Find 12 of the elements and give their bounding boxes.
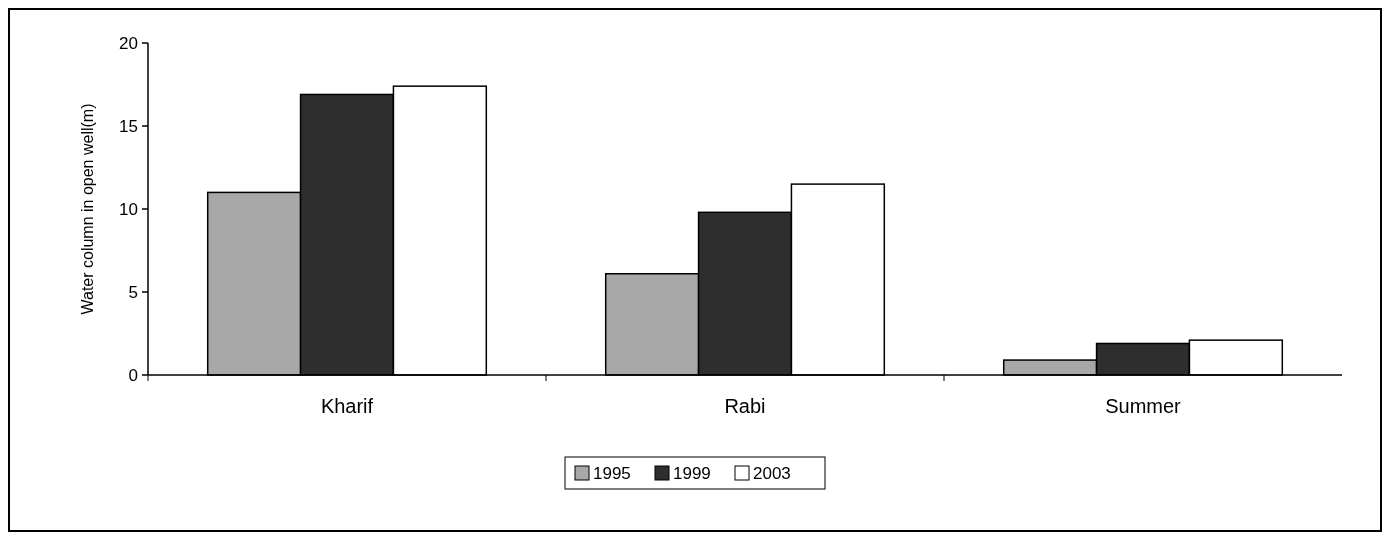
y-tick-label: 10 (119, 199, 138, 219)
y-tick-label: 15 (119, 116, 138, 136)
y-tick-label: 5 (128, 282, 138, 302)
y-tick-label: 0 (128, 365, 138, 385)
legend-label: 1999 (673, 463, 711, 483)
x-tick-label: Rabi (724, 395, 766, 417)
legend-label: 2003 (753, 463, 791, 483)
x-tick-label: Summer (1105, 395, 1182, 417)
legend-label: 1995 (593, 463, 631, 483)
y-tick-label: 20 (119, 33, 138, 53)
x-tick-label: Kharif (320, 395, 374, 417)
y-axis-title: Water column in open well(m) (79, 103, 96, 315)
